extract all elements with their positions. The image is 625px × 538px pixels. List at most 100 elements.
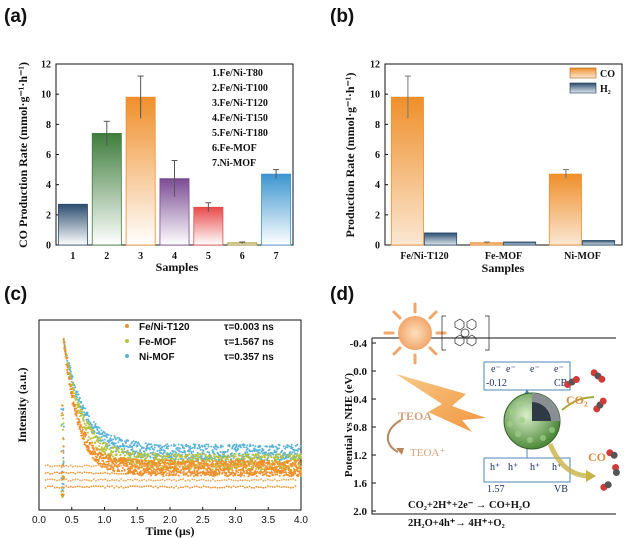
c-point-Fe/Ni-T120 (168, 473, 171, 476)
c-point-baseline (289, 486, 292, 489)
c-point-baseline (129, 471, 132, 474)
c-point-Fe/Ni-T120 (279, 466, 282, 469)
c-point-Fe/Ni-T120 (60, 450, 63, 453)
d-ytick-label: 0.4 (353, 394, 367, 406)
c-point-Fe/Ni-T120 (278, 460, 281, 463)
c-point-baseline (250, 465, 253, 468)
d-ytick-label: 2.0 (353, 506, 367, 518)
a-ytick-label: 10 (41, 90, 51, 101)
c-point-Fe-MOF (249, 457, 252, 460)
c-point-Ni-MOF (117, 447, 120, 450)
c-point-Fe/Ni-T120 (238, 474, 241, 477)
c-point-baseline (74, 485, 77, 488)
c-point-baseline (193, 478, 196, 481)
c-point-baseline (177, 471, 180, 474)
c-point-Ni-MOF (115, 438, 118, 441)
c-point-Fe/Ni-T120 (278, 475, 281, 478)
c-point-baseline (74, 472, 77, 475)
c-point-baseline (264, 472, 267, 475)
c-point-Fe/Ni-T120 (291, 461, 294, 464)
c-point-Ni-MOF (246, 451, 249, 454)
c-point-Fe-MOF (294, 456, 297, 459)
c-point-Fe-MOF (140, 454, 143, 457)
c-point-Fe/Ni-T120 (62, 337, 65, 340)
c-point-Ni-MOF (227, 448, 230, 451)
c-point-Ni-MOF (77, 393, 80, 396)
c-point-Fe-MOF (226, 454, 229, 457)
c-point-baseline (67, 486, 70, 489)
c-point-baseline (150, 465, 152, 468)
c-point-Fe-MOF (132, 450, 135, 453)
c-point-Fe-MOF (278, 453, 281, 456)
c-point-baseline (101, 464, 104, 467)
c-point-Fe/Ni-T120 (85, 433, 88, 436)
c-point-Fe/Ni-T120 (83, 438, 86, 441)
c-point-baseline (283, 471, 285, 474)
c-point-Ni-MOF (78, 397, 81, 400)
c-point-Ni-MOF (103, 431, 106, 434)
c-point-Fe-MOF (70, 380, 73, 383)
c-point-baseline (131, 472, 134, 475)
c-point-baseline (280, 479, 283, 481)
c-point-Fe-MOF (225, 456, 228, 459)
c-point-Fe/Ni-T120 (268, 462, 271, 465)
c-point-baseline (88, 464, 91, 467)
c-point-baseline (269, 465, 272, 467)
c-point-Fe-MOF (106, 444, 109, 447)
b-xtick-label: Ni-MOF (564, 251, 601, 262)
c-point-Ni-MOF (82, 404, 85, 407)
c-point-baseline (127, 486, 129, 489)
c-point-Fe/Ni-T120 (242, 466, 245, 469)
c-point-baseline (83, 471, 86, 474)
c-point-Fe-MOF (116, 449, 119, 452)
c-point-Ni-MOF (170, 456, 173, 459)
c-point-baseline (264, 465, 267, 468)
c-point-baseline (79, 465, 81, 468)
c-point-Fe/Ni-T120 (216, 462, 219, 465)
c-point-Ni-MOF (243, 446, 246, 449)
c-point-Fe/Ni-T120 (252, 466, 255, 469)
c-point-baseline (189, 486, 191, 489)
c-point-Fe/Ni-T120 (76, 417, 79, 420)
c-point-Fe/Ni-T120 (95, 456, 98, 459)
c-point-Fe/Ni-T120 (217, 460, 220, 463)
c-point-baseline (280, 486, 283, 489)
c-point-Ni-MOF (208, 453, 211, 456)
c-point-Fe-MOF (99, 442, 102, 445)
c-point-baseline (65, 485, 68, 487)
c-point-Ni-MOF (207, 443, 210, 446)
c-point-Fe/Ni-T120 (240, 463, 243, 466)
c-point-Fe/Ni-T120 (278, 462, 281, 465)
c-point-Fe-MOF (102, 442, 105, 445)
c-point-Ni-MOF (212, 446, 215, 449)
c-point-Fe/Ni-T120 (113, 469, 116, 472)
c-point-Fe/Ni-T120 (60, 414, 63, 417)
c-point-Ni-MOF (152, 451, 155, 454)
c-point-Fe/Ni-T120 (222, 460, 225, 463)
c-point-Fe/Ni-T120 (189, 474, 192, 477)
c-point-Fe-MOF (181, 455, 184, 458)
c-point-Fe-MOF (150, 462, 153, 465)
c-point-Ni-MOF (234, 448, 237, 451)
c-point-baseline (44, 472, 47, 475)
c-point-Fe/Ni-T120 (166, 459, 169, 462)
c-point-Fe-MOF (252, 453, 255, 456)
c-point-Ni-MOF (233, 443, 236, 446)
c-point-baseline (228, 464, 230, 467)
c-point-Ni-MOF (123, 448, 126, 451)
c-point-Ni-MOF (224, 451, 227, 454)
c-point-Fe-MOF (81, 413, 84, 416)
c-point-Fe/Ni-T120 (167, 463, 170, 466)
c-point-Fe-MOF (282, 455, 285, 458)
c-point-baseline (216, 479, 219, 482)
c-point-Ni-MOF (153, 446, 156, 449)
c-point-Ni-MOF (230, 452, 233, 455)
c-point-Fe/Ni-T120 (84, 444, 87, 447)
c-point-Fe/Ni-T120 (258, 460, 261, 463)
c-point-Fe-MOF (84, 426, 87, 429)
c-point-Fe-MOF (221, 457, 224, 460)
c-point-baseline (186, 464, 189, 467)
c-point-Fe-MOF (133, 455, 136, 458)
c-point-Fe/Ni-T120 (139, 472, 142, 475)
c-point-Fe-MOF (142, 453, 145, 456)
